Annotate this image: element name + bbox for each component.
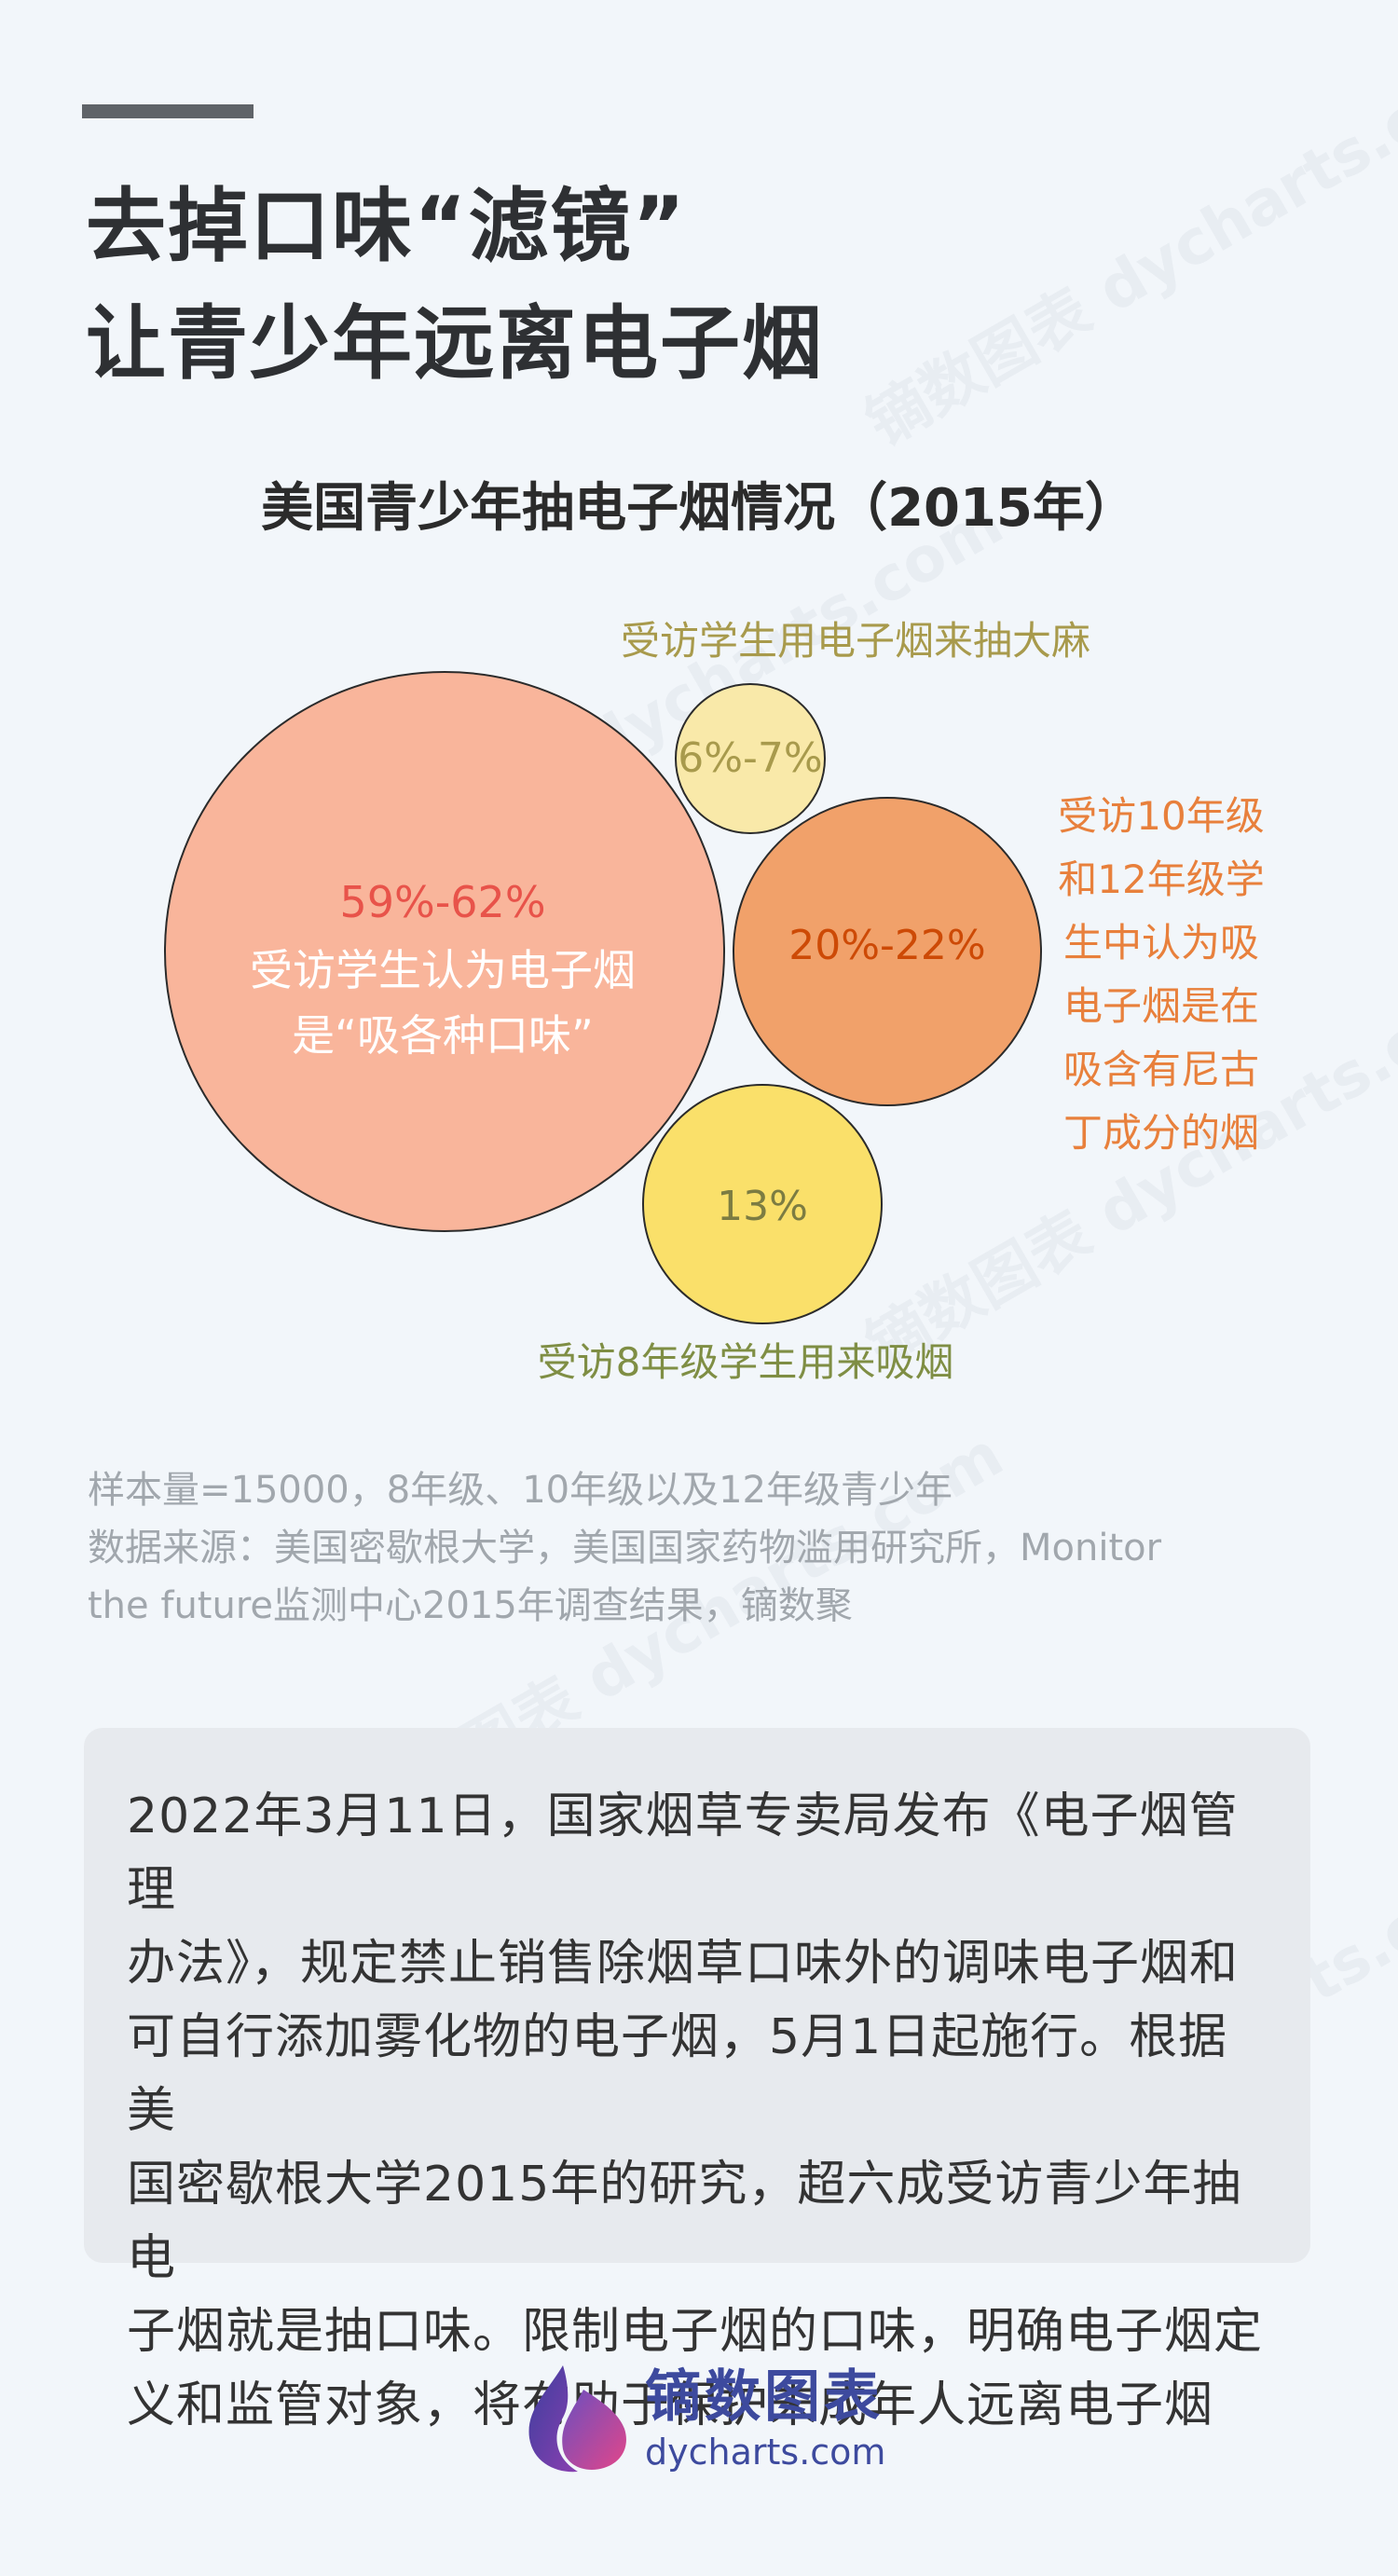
summary-line: 子烟就是抽口味。限制电子烟的口味，明确电子烟定 — [127, 2304, 1264, 2360]
title-accent-bar — [82, 104, 254, 118]
brand-footer: 镝数图表 dycharts.com — [518, 2362, 885, 2475]
sample-size-note: 样本量=15000，8年级、10年级以及12年级青少年 — [88, 1469, 953, 1512]
bubble-external-label: 受访学生用电子烟来抽大麻 — [621, 618, 1090, 664]
summary-line: 2022年3月11日，国家烟草专卖局发布《电子烟管理 — [127, 1788, 1239, 1918]
page-title-line-2: 让青少年远离电子烟 — [86, 297, 824, 391]
brand-name: 镝数图表 — [645, 2364, 884, 2430]
summary-text: 2022年3月11日，国家烟草专卖局发布《电子烟管理 办法》，规定禁止销售除烟草… — [127, 1780, 1268, 2443]
bubble-external-label: 电子烟是在 — [1063, 983, 1259, 1029]
summary-line: 义和监管对象，将有助于保护未成年人远离电子烟 — [127, 2377, 1214, 2433]
bubble — [164, 671, 725, 1232]
page-title-line-1: 去掉口味“滤镜” — [86, 180, 688, 273]
bubble-external-label: 吸含有尼古 — [1063, 1047, 1259, 1092]
page-title: 去掉口味“滤镜” 让青少年远离电子烟 — [86, 168, 824, 403]
summary-line: 可自行添加雾化物的电子烟，5月1日起施行。根据美 — [127, 2009, 1228, 2139]
bubble-external-label: 受访8年级学生用来吸烟 — [538, 1339, 954, 1385]
bubble-inner-label: 是“吸各种口味” — [292, 1010, 594, 1061]
bubble-external-label: 丁成分的烟 — [1063, 1110, 1259, 1156]
bubble — [733, 797, 1042, 1106]
bubble-external-label: 生中认为吸 — [1063, 920, 1259, 966]
bubble — [642, 1084, 883, 1324]
bubble-external-label: 受访10年级 — [1058, 793, 1264, 839]
data-source-note-line-1: 数据来源：美国密歇根大学，美国国家药物滥用研究所，Monitor — [88, 1527, 1162, 1569]
bubble-value-label: 6%-7% — [678, 734, 822, 782]
bubble-value-label: 20%-22% — [788, 922, 985, 969]
flame-logo-icon — [528, 2365, 626, 2473]
chart-notes: 样本量=15000，8年级、10年级以及12年级青少年 数据来源：美国密歇根大学… — [88, 1461, 1318, 1635]
summary-line: 国密歇根大学2015年的研究，超六成受访青少年抽电 — [127, 2157, 1242, 2286]
bubble-inner-label: 受访学生认为电子烟 — [250, 945, 636, 995]
summary-line: 办法》，规定禁止销售除烟草口味外的调味电子烟和 — [127, 1936, 1240, 1992]
bubble — [675, 683, 826, 834]
data-source-note-line-2: the future监测中心2015年调查结果，镝数聚 — [88, 1584, 853, 1627]
bubble-external-label: 和12年级学 — [1058, 856, 1264, 902]
brand-url: dycharts.com — [645, 2432, 886, 2473]
chart-title: 美国青少年抽电子烟情况（2015年） — [261, 478, 1137, 539]
bubble-value-label: 59%-62% — [339, 877, 545, 927]
summary-box: 2022年3月11日，国家烟草专卖局发布《电子烟管理 办法》，规定禁止销售除烟草… — [84, 1728, 1310, 2433]
bubble-value-label: 13% — [717, 1183, 808, 1230]
